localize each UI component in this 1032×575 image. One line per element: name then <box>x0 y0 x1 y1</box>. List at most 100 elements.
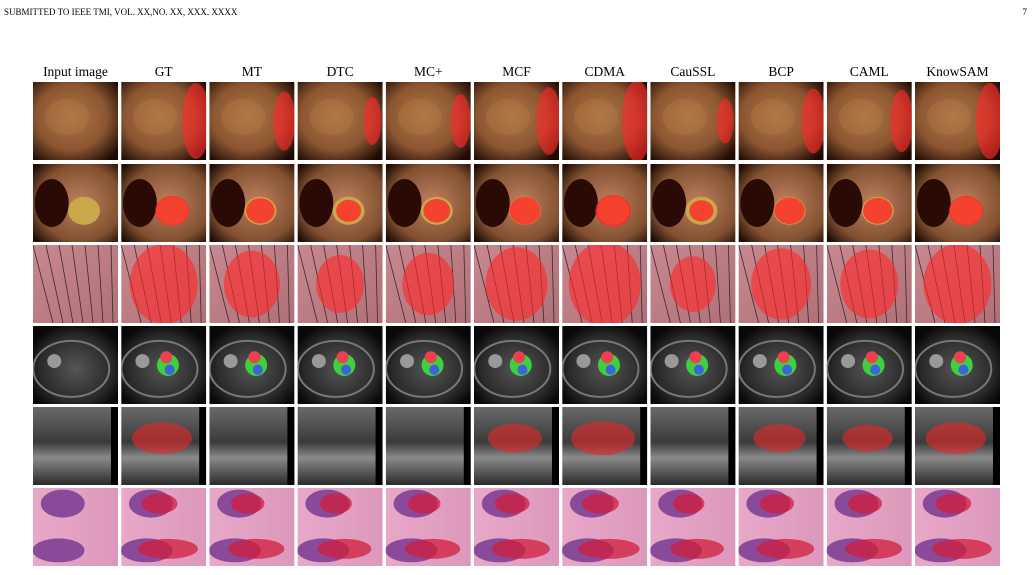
hair <box>97 245 104 323</box>
image-cell <box>474 164 559 242</box>
mask-overlay <box>774 197 805 225</box>
organ <box>929 354 944 369</box>
hair <box>362 245 368 323</box>
column-label: CDMA <box>584 64 625 79</box>
mask-overlay <box>223 250 280 318</box>
mask-blue <box>164 364 175 375</box>
column-label: DTC <box>327 64 354 79</box>
mask-overlay <box>336 199 362 222</box>
mask-overlay <box>759 493 795 514</box>
texture <box>221 99 266 136</box>
scale-bar <box>199 407 207 485</box>
image-cell <box>738 488 824 566</box>
scale-bar <box>463 407 471 485</box>
image-cell <box>826 245 912 323</box>
mask-overlay <box>317 538 372 559</box>
mask-overlay <box>407 493 441 514</box>
column-label: KnowSAM <box>926 64 988 79</box>
mask-overlay <box>582 493 619 514</box>
mask-overlay <box>363 97 382 145</box>
scale-bar <box>111 407 118 485</box>
mask-overlay <box>931 538 992 559</box>
organ <box>841 354 856 369</box>
image-cell <box>826 164 912 242</box>
image-cell <box>121 82 207 160</box>
mask-overlay <box>595 195 632 227</box>
image <box>209 407 295 485</box>
scale-bar <box>816 407 824 485</box>
mask-blue <box>782 364 793 375</box>
nuclei <box>33 538 85 563</box>
hair <box>551 245 555 323</box>
image-cell <box>385 326 471 404</box>
lesion <box>68 196 100 225</box>
mask-overlay <box>450 94 471 148</box>
image-cell <box>826 488 912 566</box>
image-cell <box>121 245 207 323</box>
hair <box>287 245 290 323</box>
image-cell <box>209 407 295 485</box>
mask-overlay <box>155 195 190 226</box>
texture <box>838 99 883 136</box>
hair <box>71 245 84 323</box>
texture <box>574 99 619 136</box>
mask-overlay <box>975 83 1000 159</box>
mask-overlay <box>568 245 641 323</box>
mask-overlay <box>672 493 705 514</box>
running-title: SUBMITTED TO IEEE TMI, VOL. XX,NO. XX, X… <box>4 7 238 17</box>
column-label: MCF <box>502 64 531 79</box>
image-cell <box>650 245 736 323</box>
lumen <box>122 179 157 227</box>
organ <box>488 354 503 369</box>
column-label: MC+ <box>414 64 443 79</box>
image-cell <box>33 245 118 323</box>
mask-overlay <box>319 493 352 514</box>
page-number: 7 <box>1023 7 1028 17</box>
image-cell <box>650 407 736 485</box>
hair <box>209 245 230 323</box>
organ <box>311 354 326 369</box>
mask-overlay <box>491 538 550 559</box>
body <box>121 339 199 398</box>
texture <box>750 99 795 136</box>
image-cell <box>650 488 736 566</box>
image-cell <box>474 245 559 323</box>
lumen <box>916 179 951 227</box>
mask-red <box>777 351 790 364</box>
texture <box>662 99 707 136</box>
mask-blue <box>958 364 969 375</box>
scale-bar <box>640 407 648 485</box>
image-cell <box>826 326 912 404</box>
column-label: CAML <box>850 64 889 79</box>
image-cell <box>297 326 383 404</box>
image-cell <box>562 245 648 323</box>
figure: Input image GT MT DTC MC+ MCF CDMA CauSSL BCP CAM… <box>33 64 1000 566</box>
scale-bar <box>375 407 383 485</box>
mask-overlay <box>402 252 455 316</box>
hair <box>375 245 378 323</box>
texture <box>45 99 89 136</box>
hair <box>738 245 759 323</box>
lumen <box>211 179 246 227</box>
mask-overlay <box>316 255 365 313</box>
lumen <box>740 179 775 227</box>
lumen <box>387 179 422 227</box>
image <box>33 407 118 485</box>
mask-overlay <box>494 493 530 514</box>
image-cell <box>738 82 824 160</box>
image-cell <box>297 488 383 566</box>
column-label: GT <box>155 64 174 79</box>
mask-overlay <box>670 538 724 559</box>
image-cell <box>915 407 1000 485</box>
hair <box>198 245 202 323</box>
mask-overlay <box>753 424 806 453</box>
image-cell <box>385 488 471 566</box>
scale-bar <box>552 407 559 485</box>
hair <box>816 245 819 323</box>
mask-overlay <box>669 256 716 312</box>
hair <box>33 245 54 323</box>
body <box>297 339 375 398</box>
mask-overlay <box>845 538 903 559</box>
mask-blue <box>341 364 352 375</box>
